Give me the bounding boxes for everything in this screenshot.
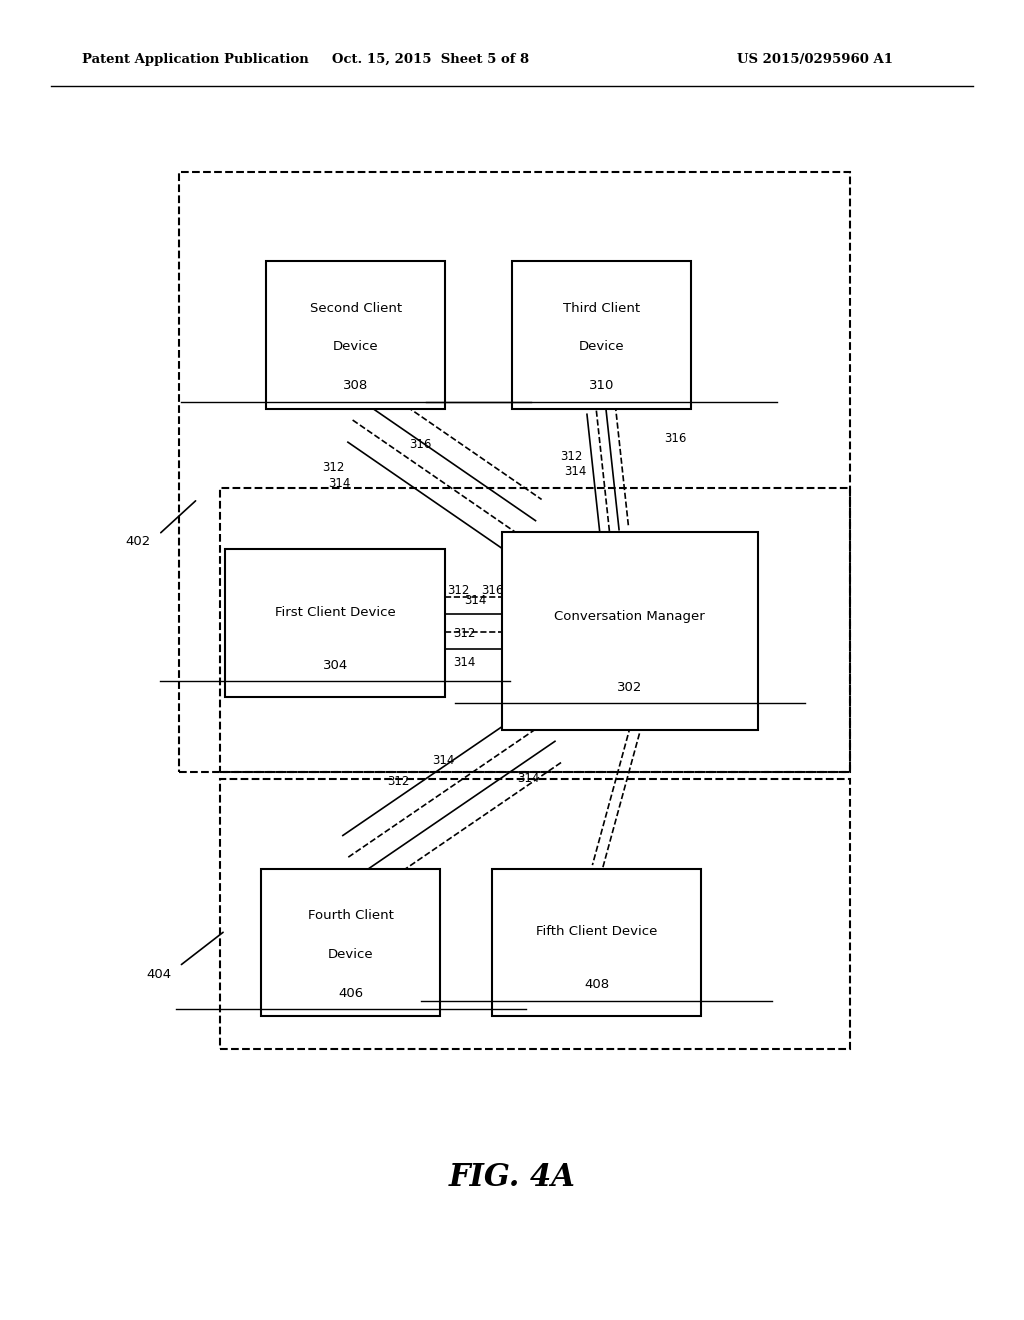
Bar xyxy=(261,869,440,1016)
Text: 314: 314 xyxy=(328,477,350,490)
Text: Fifth Client Device: Fifth Client Device xyxy=(536,925,657,939)
Bar xyxy=(492,869,701,1016)
Text: 314: 314 xyxy=(464,594,486,607)
Text: 316: 316 xyxy=(410,438,432,451)
Text: 312: 312 xyxy=(447,583,470,597)
Text: 314: 314 xyxy=(432,754,455,767)
Text: Patent Application Publication: Patent Application Publication xyxy=(82,53,308,66)
Text: Fourth Client: Fourth Client xyxy=(308,908,393,921)
Text: 304: 304 xyxy=(323,659,348,672)
Text: Device: Device xyxy=(333,341,379,354)
Text: 402: 402 xyxy=(126,535,151,548)
Text: Second Client: Second Client xyxy=(310,301,401,314)
Text: 406: 406 xyxy=(338,986,364,999)
Text: 316: 316 xyxy=(665,432,687,445)
Text: 312: 312 xyxy=(323,461,345,474)
Bar xyxy=(179,172,850,772)
Text: 310: 310 xyxy=(589,379,614,392)
Text: Third Client: Third Client xyxy=(563,301,640,314)
Text: 312: 312 xyxy=(387,775,410,788)
Text: 308: 308 xyxy=(343,379,369,392)
Bar xyxy=(512,261,691,409)
Text: Conversation Manager: Conversation Manager xyxy=(554,610,706,623)
Text: 314: 314 xyxy=(517,772,540,785)
Text: Device: Device xyxy=(579,341,625,354)
Bar xyxy=(220,779,850,1049)
Text: 316: 316 xyxy=(481,583,504,597)
Text: 408: 408 xyxy=(584,978,609,991)
Text: US 2015/0295960 A1: US 2015/0295960 A1 xyxy=(737,53,893,66)
Text: 314: 314 xyxy=(453,656,475,669)
Text: 314: 314 xyxy=(564,465,587,478)
Text: Device: Device xyxy=(328,948,374,961)
Text: First Client Device: First Client Device xyxy=(275,606,395,619)
Text: Oct. 15, 2015  Sheet 5 of 8: Oct. 15, 2015 Sheet 5 of 8 xyxy=(332,53,528,66)
Bar xyxy=(266,261,445,409)
Text: 312: 312 xyxy=(560,450,583,463)
Bar xyxy=(225,549,445,697)
Text: FIG. 4A: FIG. 4A xyxy=(449,1162,575,1193)
Text: 404: 404 xyxy=(146,968,171,981)
Bar xyxy=(502,532,758,730)
Bar xyxy=(220,488,850,772)
Text: 312: 312 xyxy=(453,627,475,640)
Text: 302: 302 xyxy=(617,681,642,694)
